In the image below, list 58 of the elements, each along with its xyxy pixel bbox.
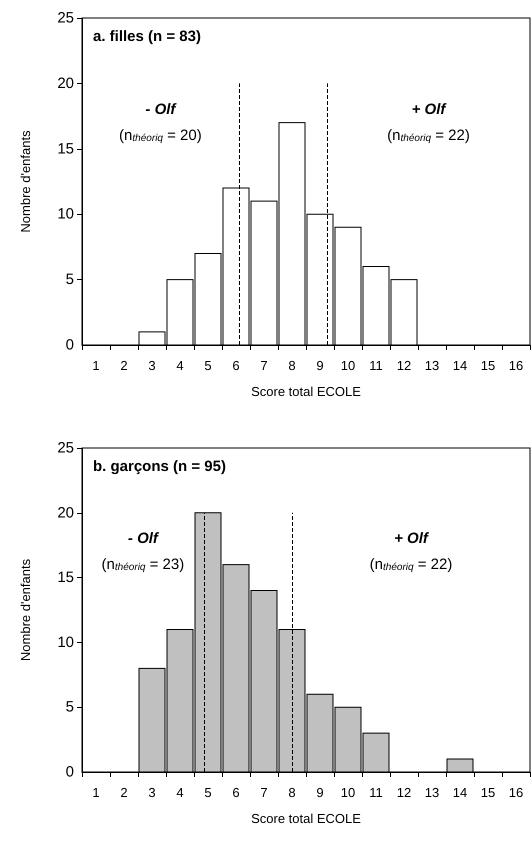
- y-tick-label: 10: [57, 634, 74, 651]
- y-tick-label: 15: [57, 569, 74, 586]
- y-axis-title: Nombre d'enfants: [18, 558, 33, 662]
- x-tick-label: 9: [316, 358, 324, 373]
- x-tick-label: 16: [508, 785, 524, 800]
- x-axis-title: Score total ECOLE: [251, 811, 362, 826]
- x-tick-label: 16: [508, 358, 524, 373]
- y-tick-label: 5: [66, 698, 74, 716]
- x-tick-label: 2: [120, 785, 128, 800]
- annotation: + Olf: [412, 101, 448, 118]
- x-tick-label: 10: [340, 785, 356, 800]
- y-tick-label: 0: [66, 336, 74, 354]
- x-axis-title: Score total ECOLE: [251, 384, 362, 399]
- x-tick-label: 7: [260, 358, 268, 373]
- y-tick-label: 0: [66, 764, 74, 780]
- y-tick-label: 10: [57, 206, 74, 223]
- x-tick-label: 3: [148, 358, 156, 373]
- x-tick-label: 11: [369, 358, 383, 373]
- x-tick-label: 2: [120, 358, 128, 373]
- x-tick-label: 1: [92, 785, 100, 800]
- x-tick-label: 6: [232, 358, 240, 373]
- y-tick-label: 15: [57, 140, 74, 158]
- x-tick-label: 9: [316, 785, 324, 800]
- y-tick-label: 25: [57, 440, 74, 456]
- x-tick-label: 15: [480, 358, 496, 373]
- x-tick-label: 14: [452, 358, 468, 373]
- annotation: + Olf: [394, 530, 430, 548]
- x-tick-label: 8: [288, 785, 296, 800]
- x-tick-label: 8: [288, 358, 296, 373]
- y-tick-label: 25: [57, 10, 74, 26]
- annotation: (nthéoriq = 23): [102, 556, 184, 574]
- x-tick-label: 1: [92, 358, 100, 373]
- annotation: - Olf: [145, 101, 178, 118]
- x-tick-label: 5: [204, 358, 212, 373]
- x-tick-label: 7: [260, 785, 268, 800]
- x-tick-label: 13: [424, 785, 440, 800]
- x-tick-label: 13: [424, 358, 440, 373]
- y-tick-label: 20: [57, 74, 74, 92]
- x-tick-label: 12: [396, 358, 412, 373]
- x-tick-label: 10: [340, 358, 356, 373]
- x-tick-label: 12: [396, 785, 412, 800]
- x-tick-label: 4: [176, 785, 184, 800]
- x-tick-label: 11: [369, 785, 383, 800]
- y-tick-label: 5: [66, 271, 74, 288]
- x-tick-label: 3: [148, 785, 156, 800]
- x-tick-label: 15: [480, 785, 496, 800]
- y-axis-title: Nombre d'enfants: [18, 130, 33, 233]
- annotation: (nthéoriq = 22): [387, 127, 470, 144]
- x-tick-label: 14: [452, 785, 468, 800]
- annotation: (nthéoriq = 20): [119, 127, 202, 144]
- x-tick-label: 5: [204, 785, 212, 800]
- annotation: - Olf: [128, 530, 160, 548]
- x-tick-label: 4: [176, 358, 184, 373]
- annotation: (nthéoriq = 22): [370, 556, 452, 574]
- x-tick-label: 6: [232, 785, 240, 800]
- y-tick-label: 20: [57, 504, 74, 522]
- text: b. garçons (n = 95): [93, 458, 226, 475]
- text: a. filles (n = 83): [93, 28, 201, 45]
